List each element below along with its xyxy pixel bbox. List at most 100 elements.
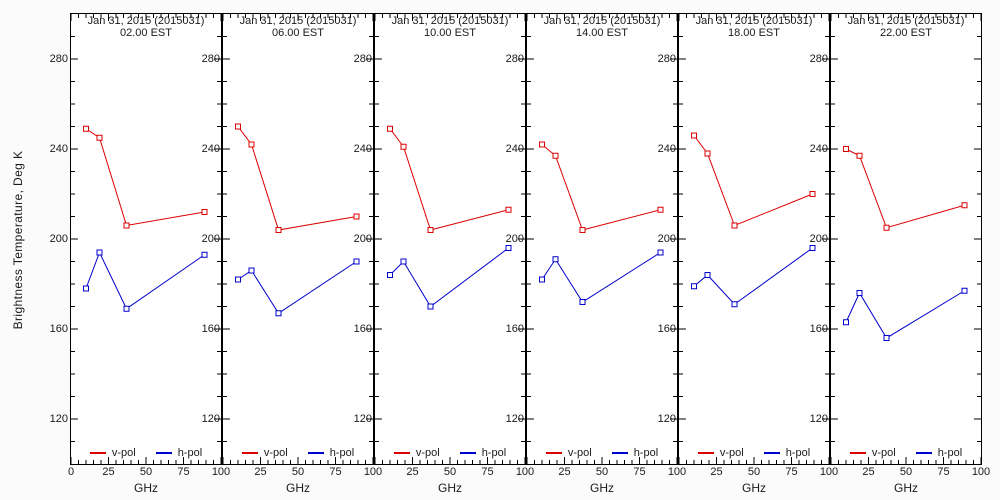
v-pol-line: [541, 144, 661, 231]
v-pol-data-point-marker: [809, 191, 816, 197]
y-tick-label: 120: [353, 413, 372, 425]
v-pol-data-point-marker: [539, 141, 545, 148]
h-pol-legend-line-icon: [155, 452, 172, 454]
y-tick-label: 120: [809, 413, 828, 425]
x-tick-label: 100: [667, 466, 687, 478]
h-pol-legend-line-icon: [915, 452, 932, 454]
legend-label: h-pol: [481, 447, 507, 459]
v-pol-data-point-marker: [353, 213, 360, 220]
v-pol-data-point-marker: [961, 202, 968, 209]
v-pol-data-point-marker: [704, 150, 711, 157]
x-tick-label: 50: [443, 466, 457, 478]
plot-area: [831, 14, 981, 464]
v-pol-data-point-marker: [731, 222, 738, 229]
plot-area: [679, 14, 829, 464]
panel-title: Jan 31, 2015 (2015031) 06.00 EST: [223, 15, 373, 39]
x-tick-label: 25: [102, 466, 115, 478]
y-tick-label: 240: [505, 143, 524, 155]
x-axis-unit-label: GHz: [438, 481, 462, 495]
h-pol-data-point-marker: [427, 303, 434, 310]
legend-item-h-pol: h-pol: [763, 447, 811, 459]
h-pol-data-point-marker: [843, 319, 849, 326]
x-tick-label: 100: [819, 466, 839, 478]
h-pol-data-point-marker: [731, 301, 738, 308]
y-axis-title: Brightness Temperature, Deg K: [11, 150, 25, 330]
x-axis-unit-label: GHz: [286, 481, 310, 495]
legend: v-pol h-pol: [71, 447, 221, 459]
h-pol-data-point-marker: [83, 285, 89, 292]
panel-title-date: Jan 31, 2015 (2015031): [239, 15, 357, 27]
panel-title: Jan 31, 2015 (2015031) 14.00 EST: [527, 15, 677, 39]
h-pol-data-point-marker: [961, 287, 968, 294]
legend-label: v-pol: [719, 447, 744, 459]
legend-label: h-pol: [329, 447, 355, 459]
v-pol-line: [85, 128, 205, 227]
y-tick-label: 280: [49, 53, 68, 65]
h-pol-data-point-marker: [353, 258, 360, 265]
chart-panel: 120 160 200 240 280 25 50 75 100 GHz Jan 31, 2015 …: [658, 13, 838, 495]
v-pol-data-point-marker: [96, 134, 103, 141]
v-pol-data-point-marker: [387, 125, 393, 132]
y-tick-label: 200: [505, 233, 524, 245]
legend-label: h-pol: [937, 447, 963, 459]
x-tick-label: 100: [971, 466, 991, 478]
x-tick-label: 50: [139, 466, 153, 478]
x-tick-label: 100: [363, 466, 383, 478]
h-pol-line: [389, 247, 509, 308]
v-pol-legend-line-icon: [393, 452, 410, 454]
v-pol-data-point-marker: [579, 227, 586, 233]
v-pol-legend-line-icon: [697, 452, 714, 454]
v-pol-data-point-marker: [856, 152, 863, 159]
y-tick-label: 120: [657, 413, 676, 425]
y-tick-label: 240: [201, 143, 220, 155]
h-pol-data-point-marker: [552, 256, 559, 263]
h-pol-data-point-marker: [809, 245, 816, 251]
h-pol-data-point-marker: [539, 276, 545, 283]
y-tick-label: 240: [809, 143, 828, 155]
legend-label: v-pol: [111, 447, 136, 459]
x-tick-label: 25: [406, 466, 419, 478]
y-tick-label: 160: [201, 323, 220, 335]
v-pol-legend-line-icon: [89, 452, 106, 454]
legend-item-v-pol: v-pol: [393, 447, 440, 459]
panel-title: Jan 31, 2015 (2015031) 02.00 EST: [71, 15, 221, 39]
h-pol-data-point-marker: [235, 276, 241, 283]
x-tick-label: 0: [67, 466, 75, 478]
legend-item-h-pol: h-pol: [459, 447, 507, 459]
panel-title-time: 02.00 EST: [120, 27, 172, 39]
panel-title-date: Jan 31, 2015 (2015031): [695, 15, 813, 27]
v-pol-data-point-marker: [201, 209, 208, 215]
legend: v-pol h-pol: [375, 447, 525, 459]
v-pol-data-point-marker: [123, 222, 130, 229]
y-tick-label: 160: [657, 323, 676, 335]
x-tick-label: 75: [481, 466, 494, 478]
legend-label: h-pol: [177, 447, 203, 459]
h-pol-line: [845, 290, 965, 339]
panel-title-time: 14.00 EST: [576, 27, 628, 39]
x-tick-label: 25: [710, 466, 723, 478]
x-tick-label: 100: [515, 466, 535, 478]
chart-panel: 120 160 200 240 280 0 25 50 75 100 GHz Jan 31, 2015…: [50, 13, 230, 495]
x-axis-unit-label: GHz: [742, 481, 766, 495]
x-tick-label: 75: [177, 466, 190, 478]
x-tick-label: 50: [595, 466, 609, 478]
h-pol-data-point-marker: [400, 258, 407, 265]
y-tick-label: 280: [657, 53, 676, 65]
v-pol-line: [845, 148, 965, 229]
legend-item-v-pol: v-pol: [849, 447, 896, 459]
legend: v-pol h-pol: [527, 447, 677, 459]
legend-label: v-pol: [567, 447, 592, 459]
legend-item-h-pol: h-pol: [611, 447, 658, 459]
v-pol-data-point-marker: [505, 206, 512, 213]
h-pol-data-point-marker: [248, 267, 255, 274]
x-tick-label: 100: [211, 466, 231, 478]
y-tick-label: 200: [353, 233, 372, 245]
v-pol-line: [389, 128, 509, 231]
legend-label: v-pol: [871, 447, 896, 459]
y-tick-label: 200: [657, 233, 676, 245]
x-axis-unit-label: GHz: [590, 481, 614, 495]
h-pol-data-point-marker: [275, 310, 282, 317]
x-tick-label: 75: [329, 466, 342, 478]
legend-label: h-pol: [785, 447, 811, 459]
